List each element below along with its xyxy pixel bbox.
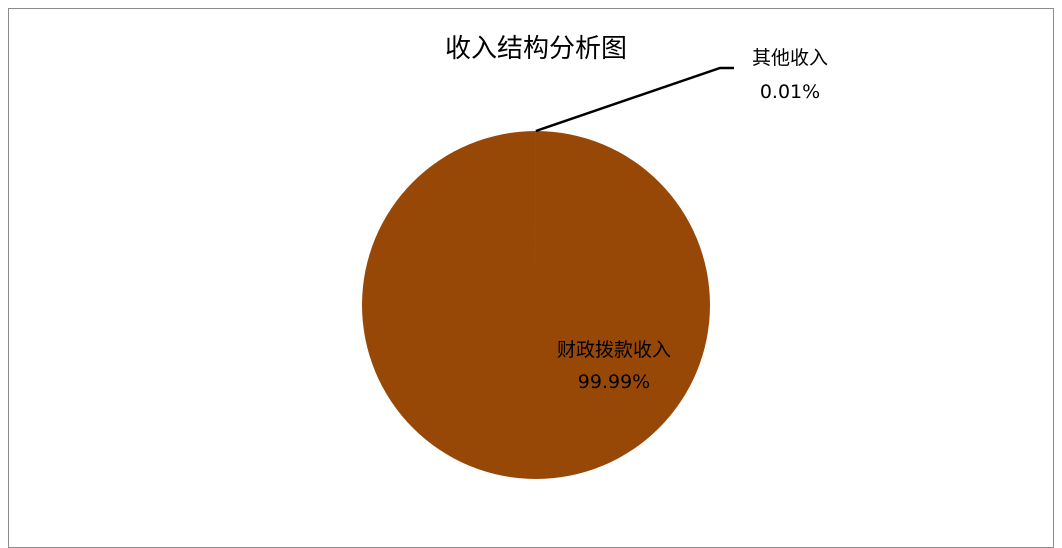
slice-label-value: 0.01% (760, 81, 820, 103)
pie-chart: 收入结构分析图 财政拨款收入 99.99% 其他收入 0.01% (0, 0, 1062, 532)
chart-title: 收入结构分析图 (445, 34, 627, 64)
slice-label-name: 其他收入 (752, 47, 828, 69)
slice-label-value: 99.99% (578, 371, 650, 393)
slice-label-name: 财政拨款收入 (557, 339, 671, 361)
leader-line (536, 68, 734, 131)
pie-slices (362, 131, 710, 479)
